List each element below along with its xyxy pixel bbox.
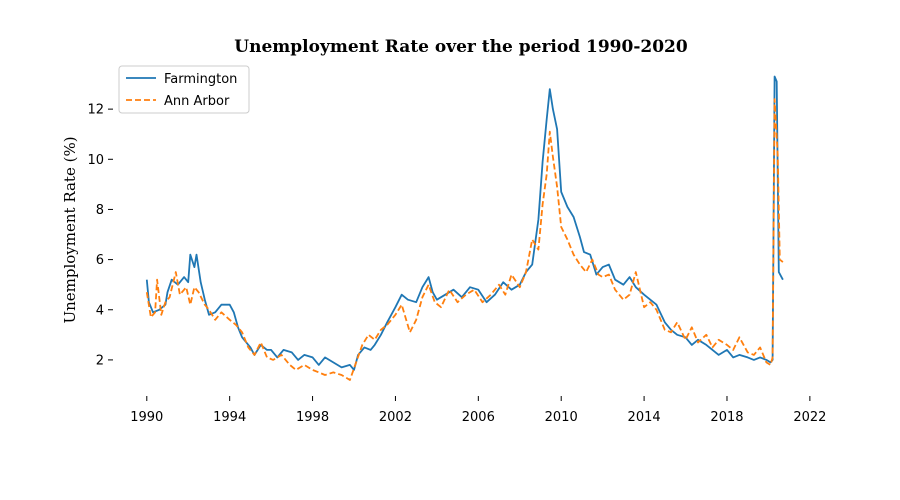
x-tick-label: 1998 xyxy=(296,410,329,425)
x-tick-label: 2014 xyxy=(628,410,661,425)
legend-label-ann-arbor: Ann Arbor xyxy=(164,94,230,109)
y-tick-label: 2 xyxy=(96,353,104,368)
y-tick-label: 12 xyxy=(87,103,104,118)
legend-label-farmington: Farmington xyxy=(164,72,237,87)
y-tick-label: 10 xyxy=(87,153,104,168)
x-tick-label: 2022 xyxy=(793,410,826,425)
y-axis: 2 4 6 8 10 12 xyxy=(87,103,113,368)
y-tick-label: 8 xyxy=(96,203,104,218)
y-tick-label: 4 xyxy=(96,303,104,318)
series-line-farmington xyxy=(145,75,784,371)
x-tick-label: 1994 xyxy=(213,410,246,425)
x-tick-label: 2018 xyxy=(710,410,743,425)
x-tick-label: 1990 xyxy=(130,410,163,425)
series-layer xyxy=(145,75,784,381)
x-tick-label: 2010 xyxy=(545,410,578,425)
x-tick-label: 2006 xyxy=(462,410,495,425)
chart-title: Unemployment Rate over the period 1990-2… xyxy=(234,37,688,57)
x-axis: 1990 1994 1998 2002 2006 2010 2014 2018 2022 xyxy=(130,396,826,425)
y-tick-label: 6 xyxy=(96,253,104,268)
legend: Farmington Ann Arbor xyxy=(118,65,250,114)
y-axis-label: Unemployment Rate (%) xyxy=(61,136,79,323)
x-tick-label: 2002 xyxy=(379,410,412,425)
